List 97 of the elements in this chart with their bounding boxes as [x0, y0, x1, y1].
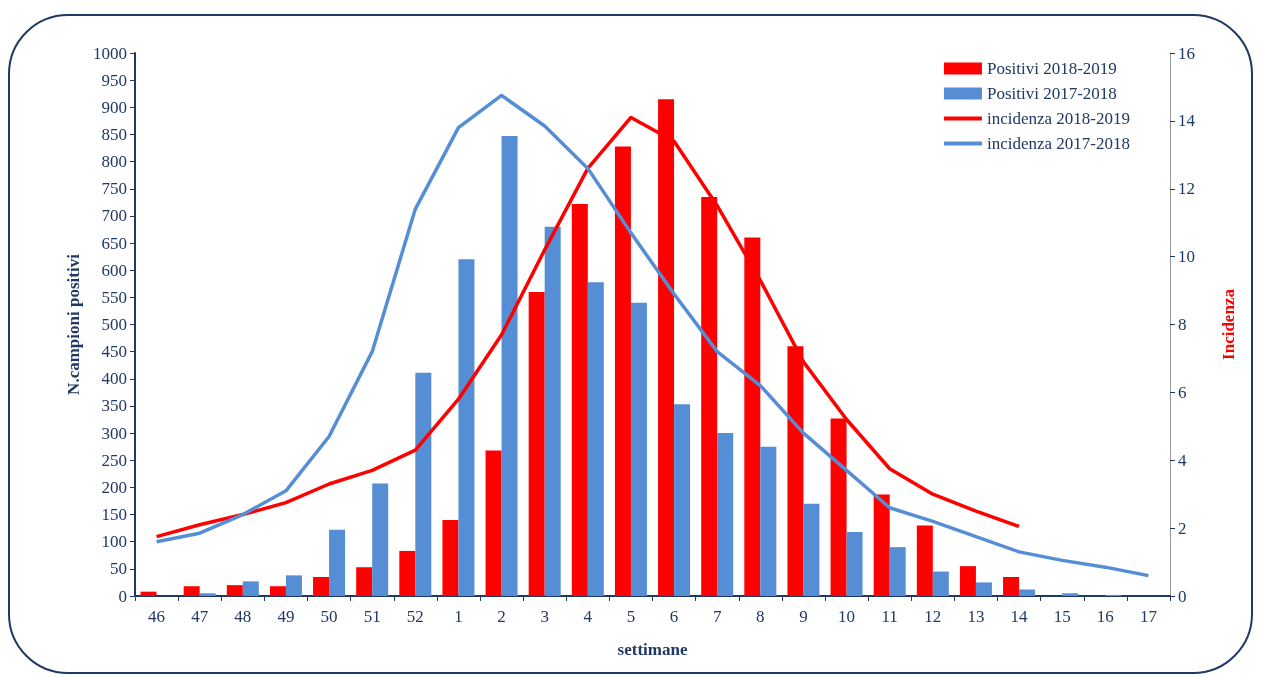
y-tick-label: 250 [101, 450, 127, 470]
y-tick-label: 550 [101, 287, 127, 307]
x-tick-label: 14 [1010, 607, 1029, 626]
y2-tick-label: 12 [1178, 179, 1195, 199]
x-tick-label: 7 [712, 607, 722, 626]
x-tick-label: 12 [924, 607, 942, 626]
bar [442, 519, 459, 596]
bar [140, 591, 157, 596]
x-tick-label: 4 [583, 607, 593, 626]
y2-tick-label: 8 [1178, 315, 1187, 334]
y-tick-label: 750 [101, 179, 127, 199]
y-tick-label: 300 [101, 423, 127, 443]
x-tick-label: 10 [838, 607, 856, 626]
legend-label: Positivi 2017-2018 [986, 84, 1117, 103]
bar [458, 259, 475, 596]
bar [614, 146, 631, 596]
y-tick-label: 400 [101, 369, 127, 389]
x-tick-label: 17 [1139, 607, 1158, 626]
bar [415, 372, 432, 596]
y-tick-label: 350 [101, 396, 127, 416]
y-tick-label: 700 [101, 206, 127, 226]
y2-tick-label: 14 [1178, 111, 1196, 131]
x-tick-label: 11 [881, 607, 898, 626]
y2-tick-label: 10 [1178, 247, 1195, 267]
y-tick-label: 200 [101, 477, 127, 497]
x-tick-label: 50 [320, 607, 338, 626]
y-tick-label: 800 [101, 152, 127, 172]
bar [501, 136, 518, 596]
y-tick-label: 0 [118, 586, 127, 606]
y-tick-label: 650 [101, 233, 127, 253]
bar [183, 586, 200, 596]
x-tick-label: 49 [277, 607, 295, 626]
x-tick-label: 16 [1096, 607, 1114, 626]
y2-tick-label: 16 [1178, 43, 1195, 63]
bar [485, 450, 502, 596]
x-tick-label: 52 [406, 607, 424, 626]
bar [889, 547, 906, 596]
x-tick-label: 47 [191, 607, 209, 626]
x-tick-label: 6 [669, 607, 679, 626]
y2-tick-label: 4 [1178, 450, 1187, 470]
y2-tick-label: 2 [1178, 518, 1187, 538]
bar [1019, 589, 1036, 596]
x-axis-title: settimane [617, 640, 688, 659]
bar [528, 291, 545, 596]
legend-label: incidenza 2017-2018 [986, 134, 1131, 153]
bar [399, 550, 416, 596]
bar [916, 525, 933, 596]
bar [285, 575, 302, 596]
x-tick-label: 5 [626, 607, 636, 626]
bar [269, 586, 286, 596]
bar [1003, 577, 1020, 596]
x-tick-label: 1 [454, 607, 463, 626]
bar [959, 566, 976, 596]
y-axis-title: N.campioni positivi [64, 253, 84, 395]
y2-axis-title: Incidenza [1219, 288, 1238, 360]
x-tick-label: 8 [756, 607, 765, 626]
y-tick-label: 100 [101, 532, 127, 552]
bar [846, 531, 863, 596]
y-tick-label: 150 [101, 505, 127, 525]
x-tick-label: 9 [799, 607, 808, 626]
bar [674, 404, 691, 596]
bar [803, 503, 820, 596]
x-tick-label: 46 [148, 607, 166, 626]
bar [717, 433, 734, 596]
bar [544, 226, 561, 596]
x-tick-label: 51 [363, 607, 381, 626]
y-tick-label: 500 [101, 315, 127, 334]
bar [760, 446, 777, 596]
legend-label: incidenza 2018-2019 [986, 109, 1131, 128]
x-tick-label: 2 [497, 607, 506, 626]
bar [356, 567, 373, 596]
y-tick-label: 950 [101, 70, 127, 90]
bar [226, 585, 243, 596]
y-tick-label: 900 [101, 97, 127, 117]
y-tick-label: 600 [101, 260, 127, 280]
y2-tick-label: 6 [1178, 382, 1187, 402]
bar [329, 529, 346, 596]
y2-tick-label: 0 [1178, 586, 1187, 606]
bar [242, 581, 259, 596]
bar [932, 571, 949, 596]
legend-label: Positivi 2018-2019 [986, 59, 1117, 78]
x-tick-label: 13 [967, 607, 985, 626]
y-tick-label: 450 [101, 342, 127, 362]
bar [975, 582, 992, 596]
bar [313, 577, 330, 596]
bar [372, 483, 389, 596]
y-tick-label: 50 [110, 559, 127, 579]
x-tick-label: 48 [234, 607, 252, 626]
x-tick-label: 3 [540, 607, 549, 626]
y-tick-label: 1000 [93, 43, 127, 63]
y-tick-label: 850 [101, 124, 127, 144]
x-tick-label: 15 [1053, 607, 1071, 626]
bar [1062, 593, 1079, 596]
bar [199, 593, 216, 596]
bar [630, 302, 647, 596]
bar [587, 282, 604, 596]
bar [873, 494, 890, 596]
